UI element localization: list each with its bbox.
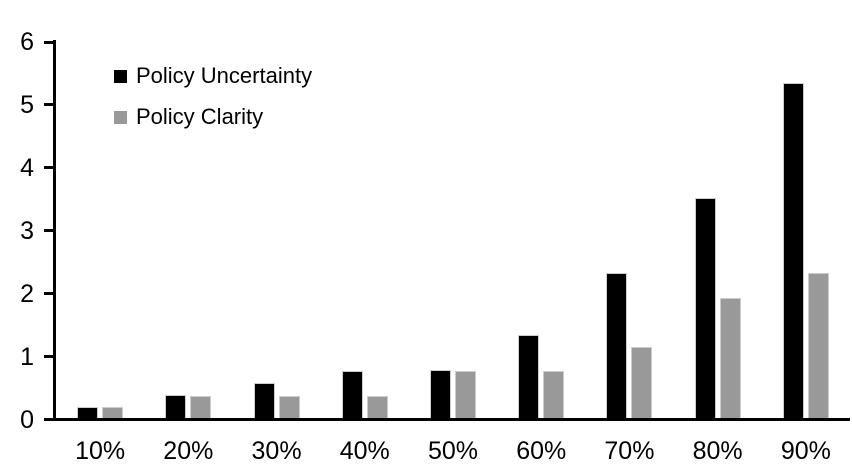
bar-policy-clarity-80% (719, 298, 741, 418)
bar-policy-clarity-70% (631, 346, 653, 418)
legend-label-policy-uncertainty: Policy Uncertainty (136, 63, 313, 88)
bar-policy-uncertainty-10% (77, 406, 99, 418)
bar-policy-uncertainty-80% (694, 197, 716, 418)
bar-policy-clarity-20% (190, 395, 212, 418)
policy-clarity-swatch (114, 110, 127, 124)
y-tick-label: 2 (20, 279, 34, 308)
y-tick-mark (44, 103, 53, 107)
x-axis-line (44, 418, 850, 421)
legend-label-policy-clarity: Policy Clarity (136, 104, 264, 129)
x-tick-label: 60% (516, 437, 567, 465)
x-tick-label: 80% (692, 437, 743, 465)
bar-policy-uncertainty-40% (341, 370, 363, 418)
y-tick-label: 6 (20, 28, 34, 56)
y-tick-mark (44, 229, 53, 233)
y-tick-mark (44, 166, 53, 170)
x-tick-label: 40% (339, 437, 390, 465)
x-tick-label: 90% (780, 437, 831, 465)
x-tick-label: 30% (251, 437, 302, 465)
bar-policy-uncertainty-50% (430, 369, 451, 418)
bar-policy-uncertainty-60% (518, 334, 540, 418)
x-tick-label: 20% (163, 437, 214, 465)
y-tick-mark (44, 418, 53, 421)
y-tick-label: 0 (20, 405, 34, 434)
x-tick-label: 50% (427, 437, 479, 465)
bar-policy-clarity-50% (455, 370, 476, 418)
legend-item-policy-clarity: Policy Clarity (114, 105, 312, 129)
bar-policy-clarity-90% (807, 273, 829, 418)
y-tick-mark (44, 292, 53, 296)
bar-policy-clarity-60% (543, 370, 565, 418)
x-tick-label: 10% (75, 437, 126, 465)
y-tick-mark (44, 40, 53, 44)
x-tick-label: 70% (604, 437, 655, 465)
policy-uncertainty-swatch (114, 69, 127, 83)
y-tick-label: 4 (20, 153, 34, 182)
y-tick-label: 5 (20, 90, 34, 119)
y-tick-label: 3 (20, 216, 34, 245)
y-tick-label: 1 (20, 342, 34, 371)
legend-item-policy-uncertainty: Policy Uncertainty (114, 64, 312, 88)
bar-policy-uncertainty-20% (165, 395, 187, 418)
legend: Policy Uncertainty Policy Clarity (114, 64, 312, 146)
bar-policy-uncertainty-70% (606, 273, 628, 418)
bar-policy-clarity-30% (278, 395, 300, 418)
y-tick-mark (44, 355, 53, 359)
y-axis-line (53, 40, 56, 421)
bar-policy-clarity-10% (102, 406, 124, 418)
bar-policy-clarity-40% (366, 395, 388, 418)
bar-policy-uncertainty-90% (782, 82, 804, 418)
bar-policy-uncertainty-30% (253, 383, 275, 418)
